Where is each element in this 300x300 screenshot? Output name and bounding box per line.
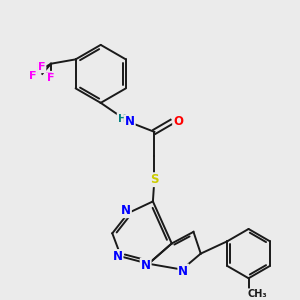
Text: F: F <box>45 72 52 82</box>
Text: F: F <box>38 62 45 72</box>
Text: O: O <box>173 115 183 128</box>
Text: CH₃: CH₃ <box>248 289 267 299</box>
Text: S: S <box>150 173 159 186</box>
Text: F: F <box>28 71 36 81</box>
Text: N: N <box>125 115 135 128</box>
Text: F: F <box>46 73 54 83</box>
Text: N: N <box>121 204 131 217</box>
Text: H: H <box>118 114 126 124</box>
Text: F: F <box>29 71 37 81</box>
Text: N: N <box>112 250 122 263</box>
Text: F: F <box>36 61 44 72</box>
Text: N: N <box>141 259 151 272</box>
Text: N: N <box>178 265 188 278</box>
